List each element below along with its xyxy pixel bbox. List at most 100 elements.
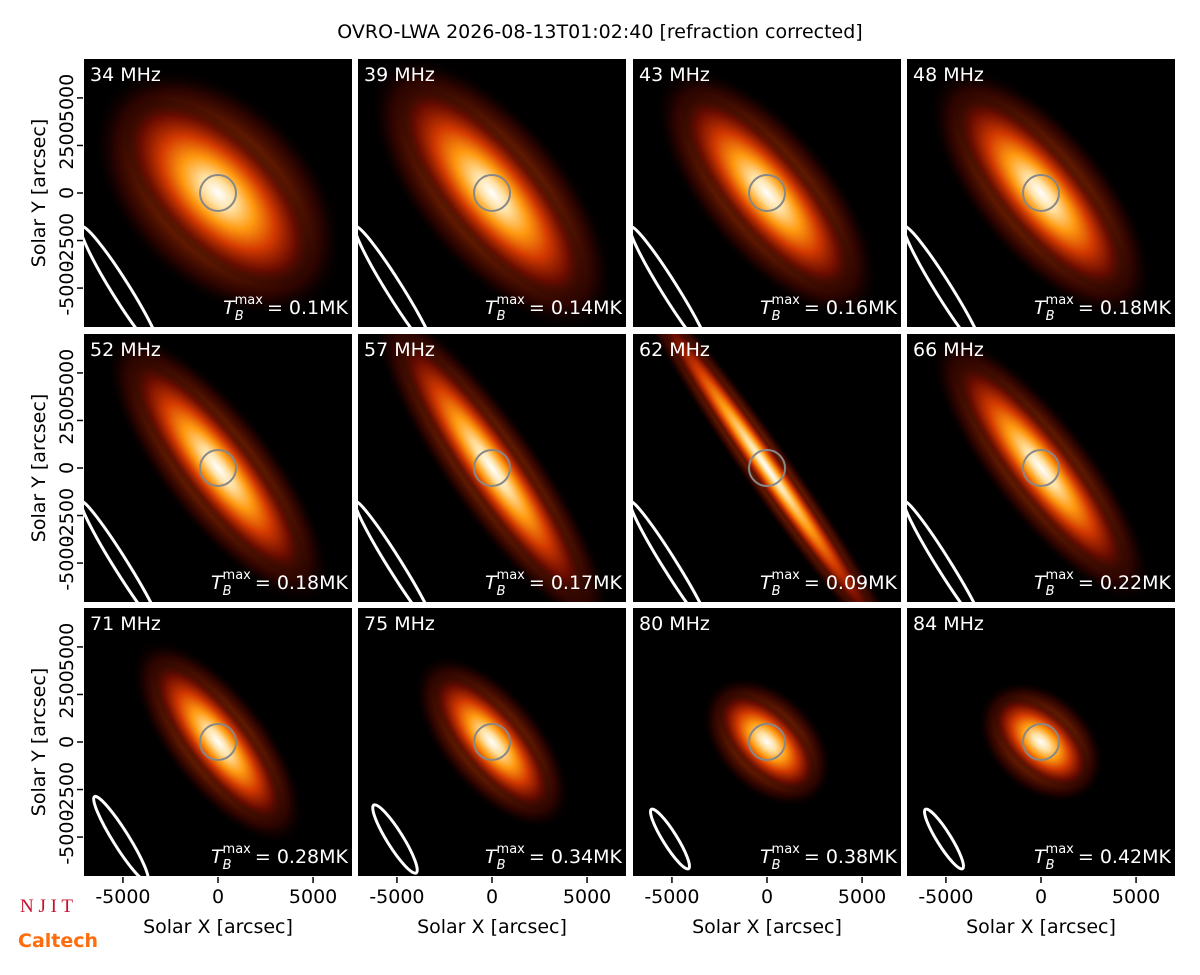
x-axis-label: Solar X [arcsec] — [143, 916, 293, 938]
y-tick-label: -2500 — [56, 762, 78, 817]
tmax-value: = 0.09MK — [804, 572, 898, 594]
tmax-sup: max — [1046, 568, 1075, 583]
emission — [123, 98, 313, 288]
y-tick-label: -2500 — [56, 488, 78, 543]
y-tick-label: -5000 — [56, 260, 78, 315]
solar-disk — [199, 174, 237, 212]
y-tick-label: 0 — [56, 187, 78, 199]
beam — [906, 499, 986, 603]
emission — [954, 93, 1128, 293]
tmax-base: T — [211, 572, 224, 594]
tmax-value: = 0.16MK — [804, 297, 898, 319]
tmax-sub: B — [1046, 584, 1055, 599]
y-tick-label: 2500 — [56, 670, 78, 718]
beam — [357, 499, 437, 603]
tmax-value: = 0.17MK — [529, 572, 623, 594]
beam — [906, 224, 986, 328]
freq-label: 80 MHz — [639, 613, 710, 635]
y-tick-label: -2500 — [56, 213, 78, 268]
tmax-base: T — [760, 297, 773, 319]
x-tick-label: 0 — [1035, 886, 1047, 908]
y-axis-label: Solar Y [arcsec] — [28, 394, 50, 542]
panel: TBmax = 0.34MK — [357, 607, 627, 877]
tmax-sub: B — [772, 858, 781, 873]
x-tick-label: -5000 — [918, 886, 973, 908]
tmax-sub: B — [497, 309, 506, 324]
emission — [992, 696, 1090, 788]
tmax-base: T — [485, 297, 498, 319]
x-tick-label: 0 — [212, 886, 224, 908]
emission — [954, 359, 1128, 577]
tmax-sup: max — [772, 293, 801, 308]
tmax-value: = 0.18MK — [255, 572, 349, 594]
solar-disk — [748, 723, 786, 761]
x-tick-label: 0 — [761, 886, 773, 908]
solar-disk — [1022, 723, 1060, 761]
y-tick-label: 0 — [56, 462, 78, 474]
emission — [396, 335, 588, 601]
tmax-sub: B — [223, 584, 232, 599]
tmax-sup: max — [1046, 842, 1075, 857]
emission — [432, 673, 552, 811]
y-axis-label: Solar Y [arcsec] — [28, 668, 50, 816]
panel-frame — [356, 57, 628, 329]
tmax-sup: max — [497, 842, 526, 857]
freq-label: 34 MHz — [90, 64, 161, 86]
solar-disk — [1022, 449, 1060, 487]
tmax-label: TBmax = 0.14MK — [485, 293, 623, 324]
tmax-label: TBmax = 0.18MK — [1034, 293, 1172, 324]
panel: TBmax = 0.09MK — [632, 333, 902, 603]
panel: TBmax = 0.22MK — [906, 333, 1176, 603]
panel-frame — [905, 57, 1177, 329]
tmax-value: = 0.38MK — [804, 846, 898, 868]
beam — [923, 807, 965, 871]
panel-frame — [631, 332, 903, 604]
y-tick-label: 0 — [56, 736, 78, 748]
emission — [651, 333, 883, 603]
solar-disk — [748, 174, 786, 212]
panel: TBmax = 0.42MK — [906, 607, 1176, 877]
tmax-sup: max — [1046, 293, 1075, 308]
freq-label: 48 MHz — [913, 64, 984, 86]
freq-label: 57 MHz — [364, 339, 435, 361]
tmax-label: TBmax = 0.42MK — [1034, 842, 1172, 873]
y-axis-label: Solar Y [arcsec] — [28, 119, 50, 267]
emission — [130, 359, 306, 577]
tmax-sup: max — [497, 568, 526, 583]
tmax-sup: max — [235, 293, 264, 308]
solar-disk — [473, 723, 511, 761]
freq-label: 52 MHz — [90, 339, 161, 361]
tmax-sub: B — [497, 858, 506, 873]
tmax-sub: B — [1046, 858, 1055, 873]
x-tick-label: 5000 — [838, 886, 886, 908]
x-tick-label: -5000 — [369, 886, 424, 908]
beam — [632, 499, 712, 603]
tmax-base: T — [1034, 846, 1047, 868]
panel: TBmax = 0.28MK — [83, 607, 353, 877]
tmax-sup: max — [497, 293, 526, 308]
solar-disk — [199, 723, 237, 761]
emission — [151, 660, 285, 824]
emission — [717, 692, 817, 792]
tmax-base: T — [211, 846, 224, 868]
x-axis-label: Solar X [arcsec] — [692, 916, 842, 938]
tmax-base: T — [485, 572, 498, 594]
tmax-sub: B — [497, 584, 506, 599]
panel-frame — [356, 332, 628, 604]
solar-disk — [1022, 174, 1060, 212]
tmax-sub: B — [772, 309, 781, 324]
tmax-base: T — [760, 846, 773, 868]
y-tick-label: 5000 — [56, 623, 78, 671]
tmax-sub: B — [1046, 309, 1055, 324]
tmax-sub: B — [223, 858, 232, 873]
solar-disk — [748, 449, 786, 487]
tmax-sup: max — [772, 568, 801, 583]
panel-frame — [631, 57, 903, 329]
tmax-label: TBmax = 0.16MK — [760, 293, 898, 324]
tmax-value: = 0.18MK — [1078, 297, 1172, 319]
freq-label: 84 MHz — [913, 613, 984, 635]
panel: TBmax = 0.18MK — [83, 333, 353, 603]
tmax-label: TBmax = 0.17MK — [485, 568, 623, 599]
tmax-label: TBmax = 0.18MK — [211, 568, 349, 599]
panel: TBmax = 0.16MK — [632, 58, 902, 328]
